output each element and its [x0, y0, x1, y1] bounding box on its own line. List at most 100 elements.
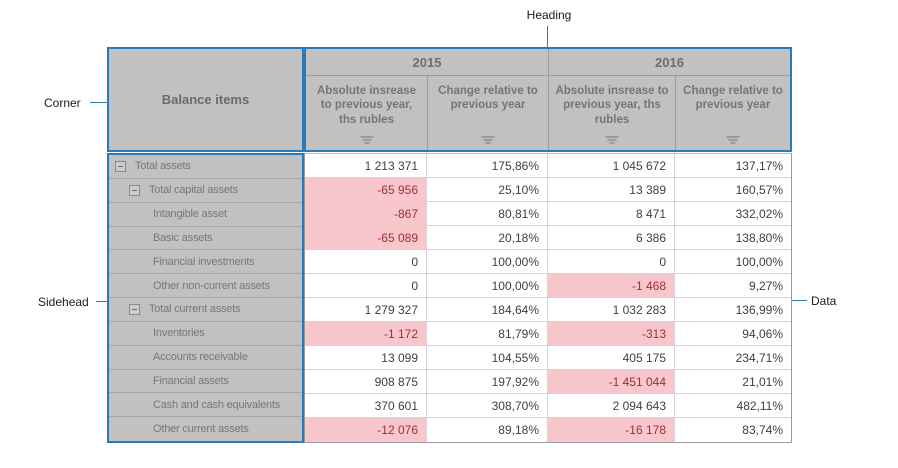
sidehead-row[interactable]: Other non-current assets [109, 274, 302, 298]
row-label: Total assets [135, 160, 191, 173]
data-cell[interactable]: 1 213 371 [305, 154, 427, 178]
data-cell[interactable]: 308,70% [427, 394, 548, 418]
data-cell[interactable]: -65 089 [305, 226, 427, 250]
column-header-2015-change[interactable]: Change relative to previous year [428, 76, 549, 150]
collapse-button[interactable] [129, 303, 140, 315]
data-cell[interactable]: -1 468 [548, 274, 675, 298]
column-header-2016-change[interactable]: Change relative to previous year [676, 76, 790, 150]
data-cell[interactable]: 100,00% [675, 250, 791, 274]
data-cell[interactable]: 160,57% [675, 178, 791, 202]
filter-icon[interactable] [605, 136, 619, 144]
sidehead-row[interactable]: Other current assets [109, 417, 302, 441]
data-cell[interactable]: 1 032 283 [548, 298, 675, 322]
year-row: 2015 2016 [306, 49, 790, 76]
sidehead-row[interactable]: Total current assets [109, 298, 302, 322]
sidehead-row[interactable]: Financial investments [109, 250, 302, 275]
data-cell[interactable]: 81,79% [427, 322, 548, 346]
column-header-label: Change relative to previous year [438, 85, 538, 112]
data-cell[interactable]: 83,74% [742, 423, 783, 437]
row-label: Cash and cash equivalents [153, 398, 281, 411]
data-cell[interactable]: -867 [305, 202, 427, 226]
sidehead-row[interactable]: Total assets [109, 155, 302, 179]
data-cell[interactable]: 138,80% [675, 226, 791, 250]
data-cell[interactable]: 6 386 [548, 226, 675, 250]
data-cell[interactable]: -1 172 [305, 322, 427, 346]
data-annotation-label: Data [811, 294, 837, 308]
data-cell[interactable]: 0 [305, 274, 427, 298]
data-cell[interactable]: 482,11% [675, 394, 791, 418]
heading-annotation-label: Heading [526, 8, 572, 22]
data-cell[interactable]: -313 [548, 322, 675, 346]
data-cell[interactable]: 908 875 [305, 370, 427, 394]
data-cell[interactable]: 9,27% [675, 274, 791, 298]
subheader-row: Absolute insrease to previous year, ths … [306, 76, 790, 150]
sidehead-row[interactable]: Inventories [109, 322, 302, 346]
sidehead-row[interactable]: Cash and cash equivalents [109, 393, 302, 418]
data-cell[interactable]: 8 471 [548, 202, 675, 226]
sidehead-annotation-label: Sidehead [38, 295, 89, 309]
row-label: Accounts receivable [153, 351, 248, 364]
data-cell[interactable]: 405 175 [548, 346, 675, 370]
year-group-header-2016[interactable]: 2016 [655, 54, 684, 70]
column-header-2015-absolute[interactable]: Absolute insrease to previous year, ths … [306, 76, 428, 150]
data-cell[interactable]: -12 076 [305, 418, 427, 442]
row-label: Intangible asset [153, 208, 227, 221]
year-group-header-2015[interactable]: 2015 [306, 49, 549, 75]
data-cell[interactable]: 104,55% [427, 346, 548, 370]
data-cell[interactable]: 184,64% [427, 298, 548, 322]
data-cell[interactable]: -65 956 [305, 178, 427, 202]
sidehead-row[interactable]: Financial assets [109, 370, 302, 394]
filter-icon[interactable] [481, 136, 495, 144]
heading-block: 2015 2016 Absolute insrease to previous … [304, 47, 792, 152]
data-cell[interactable]: 0 [305, 250, 427, 274]
data-cell[interactable]: 13 389 [548, 178, 675, 202]
sidehead-block: Total assets Total capital assets Intangib… [107, 153, 304, 443]
data-cell[interactable]: -1 451 044 [548, 370, 675, 394]
data-cell[interactable]: 13 099 [305, 346, 427, 370]
sidehead-row[interactable]: Basic assets [109, 227, 302, 251]
sidehead-row[interactable]: Accounts receivable [109, 346, 302, 370]
collapse-button[interactable] [115, 160, 126, 172]
data-cell[interactable]: 175,86% [427, 154, 548, 178]
sidehead-row[interactable]: Intangible asset [109, 203, 302, 227]
data-cell[interactable]: 20,18% [427, 226, 548, 250]
data-cell[interactable]: 94,06% [675, 322, 791, 346]
column-header-2016-absolute[interactable]: Absolute insrease to previous year, ths … [549, 76, 676, 150]
data-cell[interactable]: 136,99% [675, 298, 791, 322]
data-cell[interactable]: 21,01% [675, 370, 791, 394]
collapse-button[interactable] [129, 184, 140, 196]
data-cell[interactable]: 332,02% [675, 202, 791, 226]
data-cell[interactable]: 1 279 327 [305, 298, 427, 322]
heading-callout-line [547, 26, 548, 52]
row-label: Other non-current assets [153, 279, 270, 292]
column-header-label: Absolute insrease to previous year, ths … [555, 85, 669, 126]
data-block: 1 213 371 175,86% 1 045 672 137,17% -65 956 2… [304, 153, 792, 443]
corner-title: Balance items [161, 92, 250, 107]
data-cell[interactable]: -16 178 [548, 418, 675, 442]
data-cell[interactable]: 80,81% [427, 202, 548, 226]
data-cell[interactable]: 234,71% [675, 346, 791, 370]
row-label: Total capital assets [149, 184, 238, 197]
data-cell[interactable]: 1 045 672 [548, 154, 675, 178]
data-cell[interactable]: 137,17% [675, 154, 791, 178]
data-cell[interactable]: 2 094 643 [548, 394, 675, 418]
data-callout-line [784, 300, 807, 301]
data-cell[interactable]: 0 [548, 250, 675, 274]
data-cell[interactable]: 25,10% [427, 178, 548, 202]
row-label: Financial assets [153, 374, 229, 387]
filter-icon[interactable] [726, 136, 740, 144]
row-label: Other current assets [153, 423, 249, 436]
corner-annotation-label: Corner [44, 96, 81, 110]
filter-icon[interactable] [360, 136, 373, 144]
data-cell[interactable]: 197,92% [427, 370, 548, 394]
sidehead-row[interactable]: Total capital assets [109, 179, 302, 203]
data-cell[interactable]: 370 601 [305, 394, 427, 418]
data-cell[interactable]: 89,18% [427, 418, 548, 442]
row-label: Inventories [153, 327, 205, 340]
column-header-label: Absolute insrease to previous year, ths … [316, 85, 417, 126]
row-label: Total current assets [149, 303, 241, 316]
data-cell[interactable]: 100,00% [427, 250, 548, 274]
data-cell[interactable]: 100,00% [427, 274, 548, 298]
corner-callout-line [90, 102, 112, 103]
